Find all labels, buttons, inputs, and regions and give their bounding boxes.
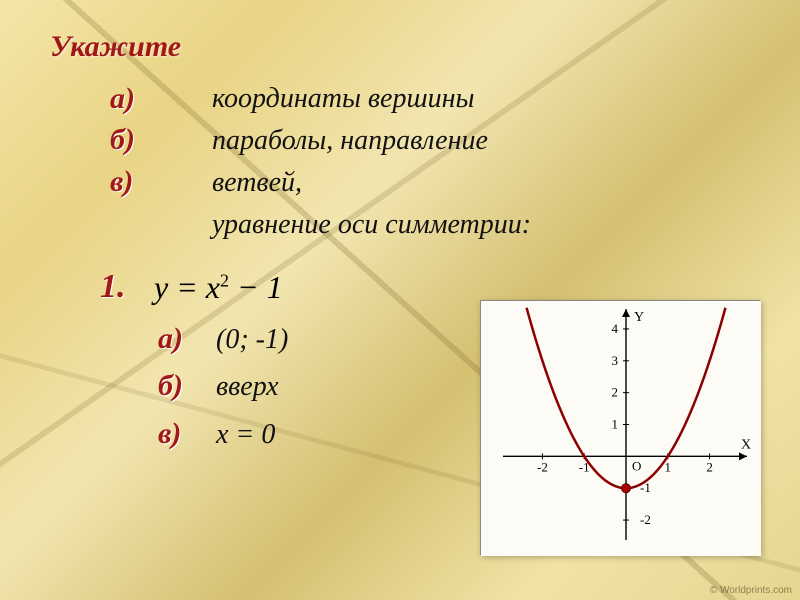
question-line-2: параболы, направление: [212, 120, 750, 162]
bullet-b: б): [110, 119, 135, 160]
question-text: координаты вершины параболы, направление…: [212, 78, 750, 246]
answer-a: (0; -1): [216, 324, 288, 356]
question-line-4: уравнение оси симметрии:: [212, 204, 750, 246]
question-line-1: координаты вершины: [212, 78, 750, 120]
answers-block: а) (0; -1) б) вверх в) x = 0: [158, 318, 750, 454]
problem-row: 1. y = x2 − 1: [100, 268, 750, 306]
page-title: Укажите: [50, 30, 750, 64]
answer-v: x = 0: [216, 419, 275, 451]
question-bullets: а) б) в): [110, 78, 135, 202]
answer-bullet-b: б): [158, 365, 198, 406]
answer-bullet-v: в): [158, 413, 198, 454]
formula-tail: − 1: [229, 269, 283, 305]
formula-lhs: y = x: [154, 269, 220, 305]
answer-row-v: в) x = 0: [158, 413, 750, 454]
bullet-v: в): [110, 161, 135, 202]
svg-text:-2: -2: [640, 512, 651, 527]
answer-bullet-a: а): [158, 318, 198, 359]
question-line-3: ветвей,: [212, 162, 750, 204]
problem-number: 1.: [100, 268, 150, 306]
watermark: © Worldprints.com: [710, 585, 792, 596]
answer-b: вверх: [216, 371, 279, 403]
problem-formula: y = x2 − 1: [154, 269, 283, 306]
answer-row-b: б) вверх: [158, 365, 750, 406]
answer-row-a: а) (0; -1): [158, 318, 750, 359]
formula-exponent: 2: [220, 270, 229, 290]
bullet-a: а): [110, 78, 135, 119]
